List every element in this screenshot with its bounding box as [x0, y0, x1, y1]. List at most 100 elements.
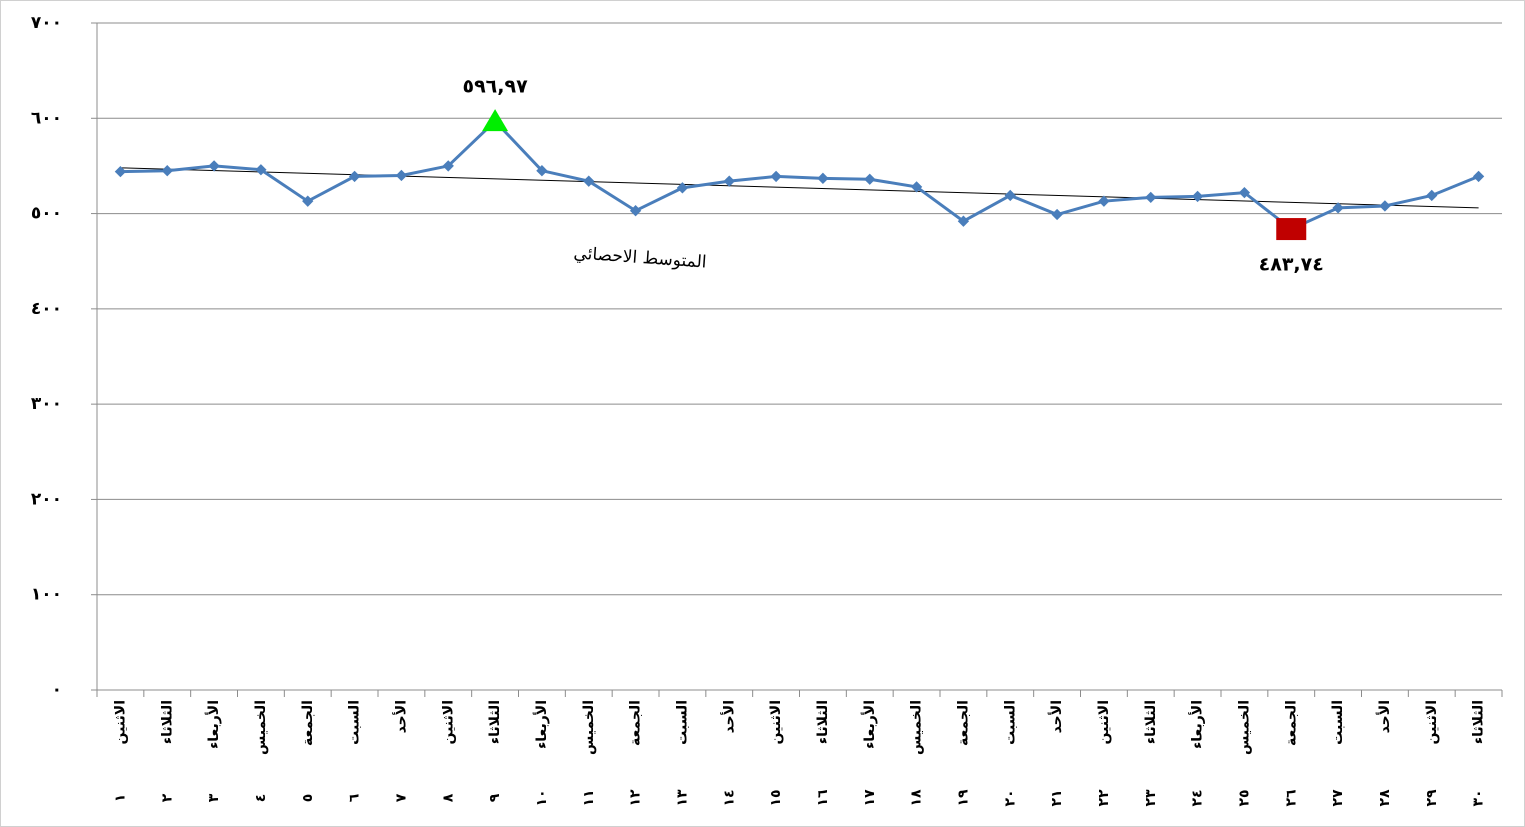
x-tick-number: ١٤ — [721, 789, 737, 806]
x-tick-number: ١٧ — [862, 789, 878, 807]
x-tick-number: ٨ — [440, 793, 456, 802]
x-tick-label: الثلاثاء — [1471, 700, 1487, 744]
x-tick-number: ٦ — [347, 793, 363, 802]
x-tick-number: ٣٠ — [1471, 789, 1487, 806]
x-tick-label: الأربعاء — [533, 700, 550, 749]
point — [395, 169, 408, 182]
point — [348, 170, 361, 183]
x-tick-number: ٥ — [300, 794, 316, 803]
y-tick-label: ٠ — [52, 680, 62, 700]
x-tick-number: ٢ — [159, 793, 175, 802]
x-tick-number: ١٠ — [534, 789, 550, 806]
y-tick-label: ٧٠٠ — [31, 13, 62, 33]
x-tick-label: الجمعة — [955, 700, 971, 746]
x-tick-label: الثلاثاء — [159, 700, 175, 744]
point — [208, 160, 220, 172]
x-tick-label: السبت — [674, 700, 690, 745]
x-tick-label: الاثنين — [440, 700, 456, 745]
x-tick-label: السبت — [347, 700, 363, 745]
x-tick-label: الاثنين — [112, 700, 128, 745]
x-tick-label: الاثنين — [1424, 700, 1440, 745]
x-tick-label: الأربعاء — [861, 700, 878, 749]
point — [629, 205, 642, 217]
x-tick-label: الثلاثاء — [1143, 700, 1159, 744]
x-tick-label: الجمعة — [1283, 700, 1299, 746]
trendline — [120, 167, 1479, 209]
point — [1238, 186, 1251, 199]
point — [957, 215, 970, 227]
point — [1098, 195, 1110, 207]
x-tick-label: الأحد — [392, 700, 409, 733]
point — [676, 182, 689, 194]
min-marker — [1276, 218, 1307, 241]
x-tick-number: ٤ — [253, 794, 269, 803]
y-tick-label: ٤٠٠ — [31, 299, 62, 319]
point — [1145, 191, 1157, 204]
point — [536, 165, 548, 177]
y-tick-label: ٥٠٠ — [31, 204, 62, 224]
x-tick-label: الأحد — [1048, 700, 1065, 733]
x-tick-label: الخميس — [909, 700, 925, 755]
point — [1332, 202, 1344, 214]
point — [442, 160, 454, 172]
x-tick-number: ٣ — [206, 793, 222, 802]
x-tick-label: الخميس — [1236, 700, 1252, 755]
x-tick-label: الأربعاء — [1189, 700, 1206, 749]
x-tick-number: ١٨ — [909, 789, 925, 807]
max-marker — [482, 109, 509, 132]
x-tick-number: ٢٦ — [1283, 789, 1299, 807]
x-tick-number: ٢٨ — [1377, 789, 1393, 807]
x-tick-label: الجمعة — [628, 700, 644, 746]
x-tick-label: الاثنين — [1096, 700, 1112, 745]
x-tick-label: الثلاثاء — [487, 700, 503, 744]
point — [864, 173, 876, 185]
point — [723, 175, 735, 187]
point — [583, 175, 595, 187]
x-tick-number: ٢١ — [1049, 789, 1065, 806]
x-tick-number: ٢٣ — [1143, 789, 1159, 807]
x-tick-number: ٢٤ — [1190, 789, 1206, 806]
x-tick-label: الخميس — [581, 700, 597, 755]
y-tick-label: ٢٠٠ — [31, 489, 62, 509]
point — [1426, 189, 1438, 202]
series-line — [120, 119, 1480, 231]
x-tick-number: ٢٥ — [1236, 789, 1252, 806]
x-tick-label: السبت — [1330, 700, 1346, 745]
x-tick-label: الأحد — [1376, 700, 1393, 733]
x-tick-label: الجمعة — [300, 700, 316, 746]
x-tick-number: ٧ — [393, 793, 409, 802]
point — [1379, 200, 1391, 212]
x-tick-label: الأحد — [720, 700, 737, 733]
x-tick-number: ١٦ — [815, 789, 831, 807]
x-tick-number: ٢٩ — [1424, 789, 1440, 807]
x-tick-number: ٢٧ — [1330, 789, 1346, 807]
point — [302, 195, 314, 207]
point — [1472, 170, 1485, 183]
value-label: ٥٩٦,٩٧ — [462, 76, 528, 98]
x-tick-label: الأربعاء — [205, 700, 222, 749]
value-label: ٤٨٣,٧٤ — [1259, 254, 1324, 276]
x-tick-number: ٢٢ — [1096, 789, 1112, 807]
x-tick-label: الاثنين — [768, 700, 784, 745]
x-tick-number: ٢٠ — [1002, 789, 1018, 806]
y-tick-label: ٣٠٠ — [31, 394, 62, 414]
y-tick-label: ٦٠٠ — [31, 108, 62, 128]
point — [1004, 189, 1016, 202]
y-tick-label: ١٠٠ — [31, 585, 62, 605]
point — [255, 164, 267, 176]
point — [817, 172, 829, 184]
x-tick-number: ١ — [112, 794, 128, 803]
point — [1051, 208, 1063, 221]
x-tick-label: الخميس — [253, 700, 269, 755]
x-tick-number: ١٩ — [955, 789, 971, 807]
point — [770, 170, 782, 183]
point — [161, 165, 173, 177]
point — [1191, 190, 1204, 203]
point — [910, 181, 923, 193]
x-tick-number: ١١ — [581, 789, 597, 806]
x-tick-number: ١٣ — [674, 789, 690, 807]
x-tick-number: ١٢ — [628, 789, 644, 807]
x-tick-number: ١٥ — [768, 789, 784, 806]
